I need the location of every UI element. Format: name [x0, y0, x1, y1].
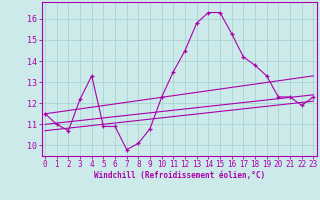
- X-axis label: Windchill (Refroidissement éolien,°C): Windchill (Refroidissement éolien,°C): [94, 171, 265, 180]
